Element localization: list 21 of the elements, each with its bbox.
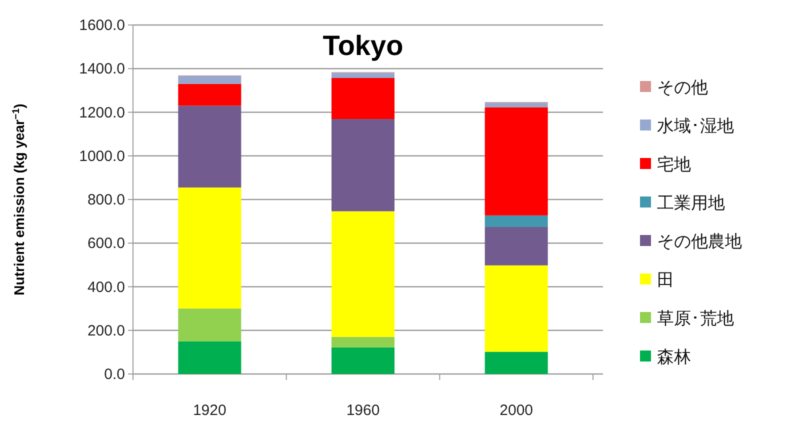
legend-label: 草原･荒地: [657, 309, 734, 328]
legend-label: その他農地: [657, 232, 742, 251]
y-tick-label: 400.0: [87, 278, 125, 296]
y-tick-label: 600.0: [87, 235, 125, 252]
y-tick-label: 1200.0: [79, 104, 125, 122]
x-tick-label: 1960: [346, 402, 380, 419]
legend-label: 水域･湿地: [657, 116, 734, 136]
legend-label: その他: [657, 78, 708, 97]
legend-label: 宅地: [657, 155, 691, 174]
legend-label: 工業用地: [657, 194, 725, 212]
y-tick-label: 0.0: [104, 366, 125, 383]
y-tick-label: 1000.0: [79, 148, 125, 165]
chart-title: Tokyo: [322, 30, 404, 61]
x-tick-label: 2000: [500, 402, 534, 419]
legend-label: 森林: [657, 348, 691, 366]
legend-label: 田: [657, 270, 674, 290]
y-tick-label: 200.0: [87, 322, 125, 340]
y-tick-label: 1600.0: [79, 17, 125, 34]
y-tick-label: 1400.0: [79, 60, 125, 78]
x-tick-label: 1920: [192, 402, 226, 419]
y-tick-label: 800.0: [87, 192, 125, 208]
